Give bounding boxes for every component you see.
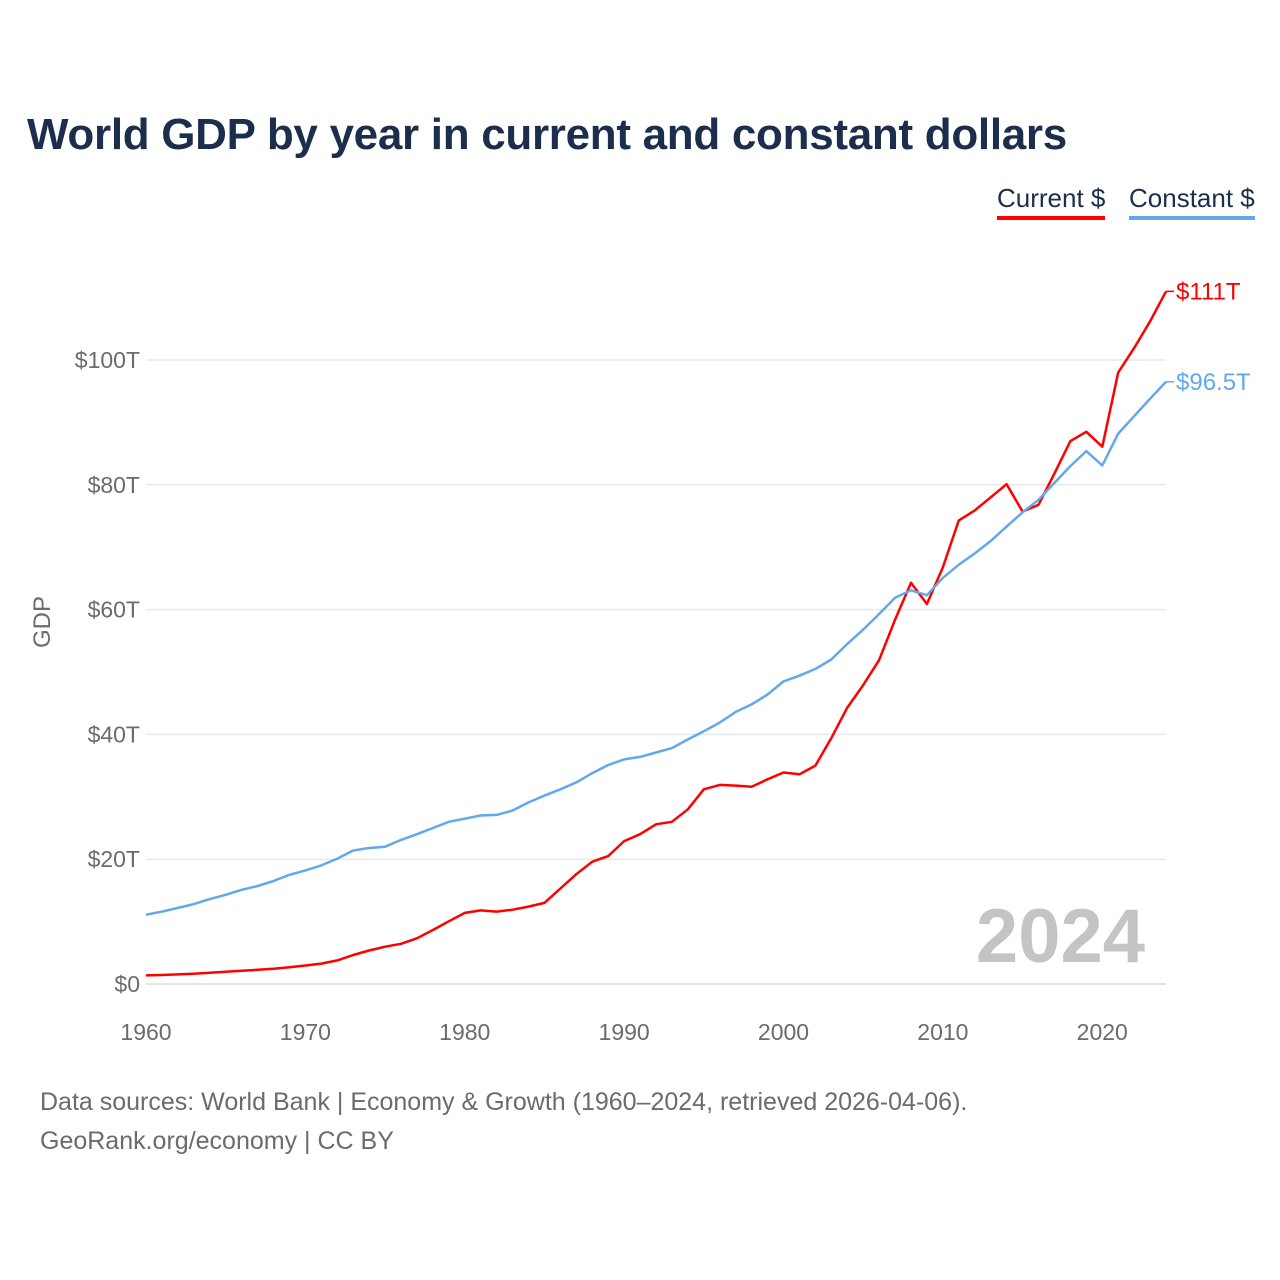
legend-current[interactable]: Current $	[997, 183, 1106, 220]
y-tick-label: $0	[114, 971, 140, 997]
legend-constant[interactable]: Constant $	[1129, 183, 1255, 220]
y-axis-label: GDP	[29, 596, 56, 648]
y-tick-label: $100T	[75, 347, 140, 373]
year-watermark: 2024	[976, 894, 1145, 979]
y-tick-label: $40T	[88, 721, 140, 747]
series-line-constant	[145, 380, 1167, 916]
y-tick-label: $60T	[88, 597, 140, 623]
y-tick-label: $20T	[88, 846, 140, 872]
x-tick-label: 1960	[120, 1019, 171, 1045]
chart-title: World GDP by year in current and constan…	[27, 110, 1067, 159]
y-tick-label: $80T	[88, 472, 140, 498]
end-value-label: $96.5T	[1176, 369, 1251, 396]
x-tick-label: 2020	[1077, 1019, 1128, 1045]
footer-sources: Data sources: World Bank | Economy & Gro…	[40, 1088, 968, 1116]
x-tick-label: 1990	[599, 1019, 650, 1045]
footer-credit: GeoRank.org/economy | CC BY	[40, 1127, 394, 1155]
x-tick-label: 2000	[758, 1019, 809, 1045]
x-tick-label: 1980	[439, 1019, 490, 1045]
end-value-label: $111T	[1176, 278, 1241, 305]
x-tick-label: 1970	[280, 1019, 331, 1045]
x-tick-label: 2010	[917, 1019, 968, 1045]
series-line-current	[145, 290, 1168, 977]
